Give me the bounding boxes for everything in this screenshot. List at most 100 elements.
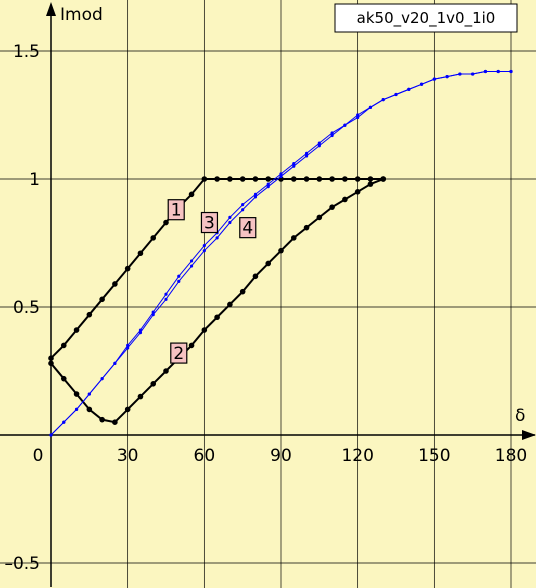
data-point [303, 176, 310, 182]
y-tick-label: 0.5 [13, 298, 40, 318]
data-point [253, 195, 258, 199]
y-axis-title: Imod [60, 5, 103, 25]
curve-label-box [200, 211, 219, 234]
data-point [189, 259, 194, 263]
data-point [381, 98, 385, 102]
data-point [150, 235, 157, 241]
data-point [74, 407, 79, 411]
data-point [227, 176, 233, 182]
data-point [188, 191, 195, 198]
data-point [60, 375, 67, 382]
data-point [471, 72, 475, 76]
data-point [317, 141, 321, 145]
data-point [342, 196, 348, 203]
y-axis-arrowhead [46, 2, 56, 16]
x-tick-label: 90 [270, 446, 292, 466]
curve-label-3: 3 [200, 211, 219, 234]
legend-title: ak50_v20_1v0_1i0 [357, 9, 496, 28]
y-tick-label: 1.5 [13, 42, 40, 62]
data-point [202, 249, 206, 253]
data-point [202, 243, 206, 248]
data-point [86, 406, 93, 413]
data-point [356, 113, 360, 117]
data-point [137, 250, 144, 257]
data-point [151, 310, 155, 314]
data-point [509, 69, 513, 74]
curve-label-box [170, 342, 188, 364]
data-point [279, 174, 283, 179]
data-point [407, 87, 411, 91]
curve-label-text: 2 [173, 344, 184, 364]
data-point [241, 208, 245, 212]
data-point [201, 176, 208, 182]
data-point [112, 419, 118, 426]
data-point [290, 235, 297, 241]
data-point [317, 144, 321, 148]
data-point [124, 406, 131, 413]
data-point [113, 361, 117, 365]
data-point [73, 391, 80, 397]
data-point [316, 214, 323, 221]
x-tick-label: 30 [117, 446, 139, 466]
data-point [367, 176, 374, 182]
data-point [138, 331, 143, 335]
curve-label-1: 1 [167, 199, 185, 221]
x-tick-label: 60 [194, 446, 216, 466]
curve-labels: 1 2 3 4 [167, 199, 257, 364]
data-point [124, 265, 131, 272]
x-tick-label: 180 [495, 446, 527, 466]
data-point [99, 416, 105, 423]
data-point [177, 279, 181, 283]
data-point [432, 77, 436, 81]
data-point [266, 182, 270, 186]
data-point [292, 164, 296, 168]
data-point [228, 220, 232, 225]
data-point [151, 313, 155, 317]
curve-label-box [239, 217, 257, 239]
legend-frame [334, 3, 518, 33]
data-point [279, 172, 283, 176]
x-tick-label: 150 [418, 446, 450, 466]
data-point [342, 176, 348, 182]
data-point [380, 176, 387, 182]
data-point [304, 154, 309, 158]
data-point [215, 236, 219, 240]
data-point [329, 176, 335, 182]
data-point [201, 327, 208, 333]
data-point [164, 292, 168, 296]
data-point [419, 82, 424, 86]
curve-label-4: 4 [239, 217, 257, 239]
data-point [48, 355, 54, 362]
data-point [253, 192, 258, 196]
tick-labels: 0 30 60 90 120 150 180 –0.5 0.5 1 1.5 [4, 42, 527, 574]
data-point [356, 115, 360, 120]
x-axis-title: δ [515, 406, 525, 426]
data-point [137, 393, 144, 400]
data-point [496, 69, 500, 74]
data-point [214, 314, 220, 321]
curve-label-2: 2 [170, 342, 188, 364]
data-point [394, 92, 398, 97]
legend-box: ak50_v20_1v0_1i0 [334, 3, 518, 33]
data-point [227, 301, 233, 308]
data-point [252, 176, 259, 182]
data-point [86, 311, 93, 318]
series-2 [48, 176, 387, 426]
data-point [278, 247, 284, 254]
data-point [48, 360, 54, 367]
data-point [239, 176, 246, 182]
data-point [343, 123, 347, 127]
data-point [330, 131, 334, 135]
data-point [112, 281, 118, 287]
data-point [164, 297, 168, 301]
data-point [241, 203, 245, 207]
data-point [483, 69, 488, 74]
data-point [329, 204, 335, 210]
curve-label-text: 1 [171, 201, 182, 221]
x-axis-arrowhead [522, 430, 536, 440]
data-point [214, 176, 220, 182]
data-point [252, 273, 259, 280]
data-point [354, 189, 361, 195]
data-point [87, 392, 91, 396]
curve-label-text: 4 [242, 219, 253, 239]
